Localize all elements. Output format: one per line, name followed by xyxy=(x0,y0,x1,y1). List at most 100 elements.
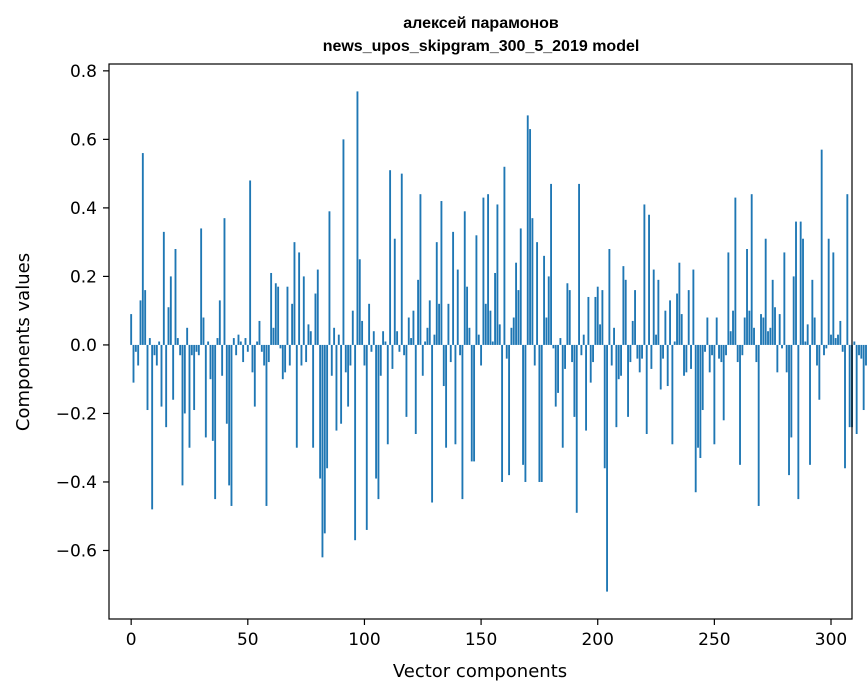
bar-276 xyxy=(774,307,776,345)
bar-161 xyxy=(505,344,508,359)
bar-43 xyxy=(230,344,233,506)
bar-7 xyxy=(146,344,149,411)
bar-172 xyxy=(531,218,534,345)
bar-24 xyxy=(186,327,189,345)
bar-222 xyxy=(648,214,650,345)
bar-141 xyxy=(459,344,462,356)
bar-66 xyxy=(284,344,287,373)
bar-263 xyxy=(743,317,746,345)
bar-25 xyxy=(188,344,191,448)
bar-72 xyxy=(298,252,301,345)
bar-62 xyxy=(274,283,277,345)
bar-36 xyxy=(214,344,217,500)
bar-39 xyxy=(221,344,224,376)
bar-136 xyxy=(447,303,450,345)
bar-216 xyxy=(634,290,636,345)
bar-256 xyxy=(727,252,730,345)
bar-249 xyxy=(711,344,713,356)
bar-166 xyxy=(517,290,520,345)
bar-224 xyxy=(652,269,655,345)
bar-284 xyxy=(792,276,795,345)
y-tick-label-1: −0.4 xyxy=(56,473,97,493)
bar-96 xyxy=(354,344,357,541)
bar-203 xyxy=(603,344,606,469)
bar-236 xyxy=(680,314,683,345)
bar-298 xyxy=(825,344,828,349)
bar-156 xyxy=(494,272,497,345)
x-axis-label: Vector components xyxy=(393,661,567,682)
bar-15 xyxy=(165,344,168,428)
bar-299 xyxy=(827,238,830,345)
y-tick-label-4: 0.2 xyxy=(70,267,97,287)
bar-76 xyxy=(307,324,310,345)
bar-93 xyxy=(347,344,350,407)
bar-48 xyxy=(242,344,245,363)
y-axis-label: Components values xyxy=(13,253,34,431)
bar-287 xyxy=(799,221,802,345)
bar-312 xyxy=(858,344,860,356)
bar-18 xyxy=(172,344,175,400)
bar-185 xyxy=(561,344,564,448)
bar-176 xyxy=(540,344,543,482)
bar-199 xyxy=(594,296,597,345)
bar-104 xyxy=(372,331,375,345)
bar-192 xyxy=(578,183,580,345)
bar-146 xyxy=(470,344,473,462)
bar-305 xyxy=(841,344,844,352)
bar-115 xyxy=(398,344,401,352)
bar-271 xyxy=(762,317,765,345)
bar-214 xyxy=(629,344,632,363)
bar-291 xyxy=(809,344,811,465)
bar-258 xyxy=(732,310,734,345)
bar-226 xyxy=(657,279,660,345)
bar-246 xyxy=(704,344,706,352)
bar-295 xyxy=(818,344,821,400)
bar-183 xyxy=(557,344,559,393)
bar-220 xyxy=(643,204,646,345)
bar-178 xyxy=(545,317,548,345)
bar-180 xyxy=(550,183,552,345)
bar-259 xyxy=(734,197,737,345)
bar-269 xyxy=(757,344,760,506)
bar-225 xyxy=(655,334,657,345)
bar-109 xyxy=(384,341,387,345)
bar-58 xyxy=(265,344,268,506)
bar-37 xyxy=(216,338,219,345)
bar-292 xyxy=(811,279,814,345)
bar-83 xyxy=(323,344,326,534)
bar-67 xyxy=(286,286,289,345)
plot-frame xyxy=(108,63,853,620)
bar-163 xyxy=(510,327,513,345)
bar-289 xyxy=(804,341,807,345)
bar-217 xyxy=(636,344,639,359)
bar-280 xyxy=(783,252,786,345)
bar-86 xyxy=(330,344,333,376)
bar-254 xyxy=(722,344,725,421)
y-tick-label-3: 0.0 xyxy=(70,336,97,356)
bar-160 xyxy=(503,166,506,345)
bar-81 xyxy=(319,344,322,479)
bar-53 xyxy=(253,344,256,407)
y-tick-label-5: 0.4 xyxy=(70,199,97,219)
y-tick-label-0: −0.6 xyxy=(56,541,97,561)
bar-29 xyxy=(197,344,200,356)
bar-237 xyxy=(683,344,685,376)
bar-47 xyxy=(239,341,242,345)
bar-198 xyxy=(592,344,594,363)
bar-301 xyxy=(832,252,835,345)
bar-135 xyxy=(445,344,448,448)
bar-270 xyxy=(760,314,762,345)
bar-234 xyxy=(676,293,678,345)
chart-title-line2: news_upos_skipgram_300_5_2019 model xyxy=(323,38,640,55)
bar-151 xyxy=(482,197,485,345)
bar-74 xyxy=(302,276,305,345)
bar-283 xyxy=(790,344,793,438)
bar-170 xyxy=(526,115,529,345)
bar-111 xyxy=(389,170,392,345)
bar-150 xyxy=(480,344,483,366)
bar-13 xyxy=(160,344,163,407)
x-tick-label-2: 100 xyxy=(348,630,380,650)
bar-22 xyxy=(181,344,184,486)
bar-16 xyxy=(167,307,170,345)
bar-154 xyxy=(489,310,492,345)
